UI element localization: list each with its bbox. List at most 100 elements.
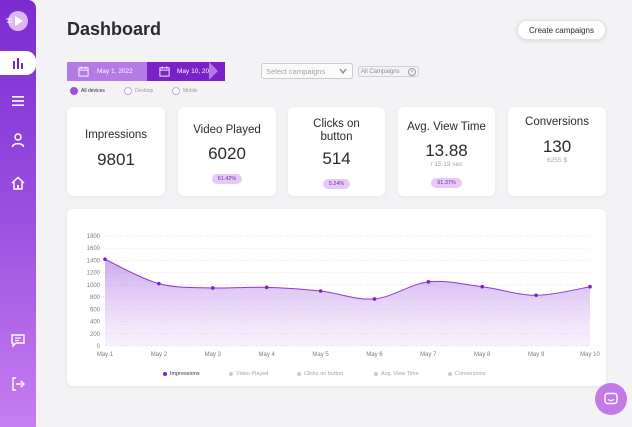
menu-icon[interactable] (9, 92, 26, 109)
calendar-icon (159, 66, 170, 77)
card-clicks: Clicks on button 514 5.24% (288, 107, 385, 196)
x-tick-label: May 8 (474, 352, 491, 358)
legend-label: Video Played (236, 371, 269, 377)
legend-dot (297, 372, 301, 376)
legend-item[interactable]: Conversions (448, 371, 486, 377)
y-tick-label: 1200 (87, 271, 101, 277)
x-tick-label: May 7 (420, 352, 437, 358)
percent-badge: 91.37% (431, 178, 462, 188)
percent-badge: 61.42% (211, 174, 243, 184)
chat-bubble-icon (604, 392, 618, 405)
date-range-arrow (209, 62, 218, 80)
close-icon[interactable]: × (408, 68, 416, 76)
percent-badge: 5.24% (322, 179, 351, 189)
radio-desktop[interactable]: Desktop (124, 86, 153, 95)
x-tick-label: May 1 (97, 352, 114, 358)
card-avg-view-time: Avg. View Time 13.88 / 15.19 sec 91.37% (398, 107, 495, 196)
bar-chart-icon[interactable] (9, 54, 26, 71)
chat-icon[interactable] (9, 331, 26, 348)
legend-dot (229, 372, 233, 376)
radio-mobile[interactable]: Mobile (172, 86, 198, 95)
y-tick-label: 600 (90, 307, 101, 313)
chat-support-button[interactable] (595, 383, 627, 415)
card-sub: / 15.19 sec (430, 161, 463, 168)
y-tick-label: 1400 (87, 258, 101, 264)
calendar-icon (78, 66, 89, 77)
impressions-chart: 0 200 400 600 800 1000 1200 1400 1600 1800 May 1 Ma… (87, 234, 601, 358)
legend-dot (374, 372, 378, 376)
radio-all-devices[interactable]: All devices (70, 86, 105, 95)
legend-label: Impressions (170, 371, 200, 377)
data-point (588, 284, 592, 289)
data-point (426, 280, 431, 284)
y-tick-label: 200 (90, 332, 101, 338)
radio-dot (172, 86, 180, 95)
card-title: Clicks on button (313, 118, 360, 143)
legend-dot (448, 372, 452, 376)
card-conversions: Conversions 130 6255 $ (508, 107, 606, 196)
data-point (210, 286, 215, 290)
x-tick-label: May 9 (528, 352, 545, 358)
data-point (480, 284, 485, 289)
series-line-impressions (104, 258, 591, 300)
radio-dot (124, 86, 132, 95)
radio-label: Mobile (183, 87, 198, 94)
x-tick-label: May 2 (151, 352, 168, 358)
card-title: Avg. View Time (407, 121, 486, 133)
data-point (318, 289, 323, 293)
card-value: 130 (542, 137, 572, 156)
legend-label: Avg. View Time (381, 371, 419, 377)
card-impressions: Impressions 9801 (67, 107, 165, 196)
page-title: Dashboard (67, 19, 162, 39)
data-point (157, 281, 161, 286)
chevron-down-icon (339, 68, 347, 75)
user-icon[interactable] (9, 131, 26, 148)
logout-icon[interactable] (9, 375, 26, 392)
sidebar (0, 0, 36, 427)
campaign-chip-label: All Campaigns (361, 68, 400, 75)
card-value: 13.88 (425, 141, 468, 160)
y-tick-label: 1000 (87, 283, 101, 289)
radio-dot (70, 86, 78, 95)
x-tick-label: May 6 (366, 352, 383, 358)
card-title: Video Played (193, 124, 261, 136)
series-area-impressions (105, 259, 590, 346)
chart-panel: 0 200 400 600 800 1000 1200 1400 1600 1800 May 1 Ma… (67, 209, 606, 386)
home-icon[interactable] (9, 174, 26, 191)
card-value: 9801 (97, 150, 135, 169)
legend-label: Conversions (455, 371, 486, 377)
y-tick-label: 800 (90, 295, 101, 301)
card-value: 514 (322, 149, 351, 168)
card-sub: 6255 $ (547, 157, 567, 164)
chart-legend: Impressions Video Played Clicks on button A… (67, 371, 606, 381)
data-point (103, 257, 107, 262)
date-from-label: May 1, 2022 (97, 68, 133, 75)
x-tick-label: May 10 (580, 352, 600, 358)
legend-item[interactable]: Clicks on button (297, 371, 343, 377)
campaign-select-placeholder: Select campaigns (266, 66, 326, 76)
x-tick-label: May 5 (312, 352, 329, 358)
date-to-label: May 10, 2022 (177, 68, 217, 75)
y-tick-label: 1600 (87, 246, 101, 252)
data-point (264, 285, 269, 290)
legend-item[interactable]: Impressions (163, 371, 200, 377)
legend-dot (163, 372, 167, 376)
create-campaigns-button[interactable]: Create campaigns (517, 20, 606, 40)
data-point (534, 293, 538, 298)
radio-label: All devices (81, 87, 105, 94)
y-tick-label: 400 (90, 320, 101, 326)
campaign-select[interactable]: Select campaigns (261, 63, 353, 79)
legend-item[interactable]: Video Played (229, 371, 268, 377)
legend-item[interactable]: Avg. View Time (374, 371, 419, 377)
y-tick-label: 0 (97, 344, 101, 350)
y-tick-label: 1800 (87, 234, 101, 240)
legend-label: Clicks on button (304, 371, 344, 377)
campaign-chip[interactable]: All Campaigns × (358, 66, 419, 77)
card-value: 6020 (208, 144, 246, 163)
x-tick-label: May 3 (205, 352, 222, 358)
card-title: Impressions (85, 129, 147, 141)
x-tick-label: May 4 (258, 352, 275, 358)
logo-play-icon[interactable] (4, 9, 28, 33)
card-title: Conversions (525, 116, 589, 128)
data-point (372, 297, 377, 301)
